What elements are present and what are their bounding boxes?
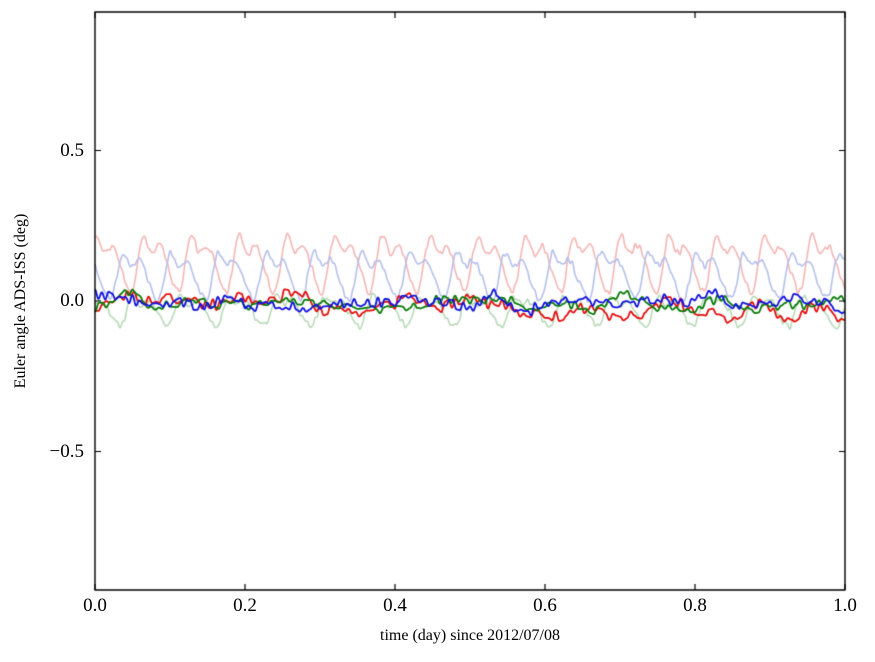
x-tick-label-4: 0.8 [683,595,707,616]
x-tick-label-5: 1.0 [833,595,857,616]
y-tick-label-0: −0.5 [49,441,84,462]
x-tick-label-1: 0.2 [233,595,257,616]
x-tick-label-3: 0.6 [533,595,557,616]
x-tick-label-0: 0.0 [83,595,107,616]
x-axis-label: time (day) since 2012/07/08 [380,627,560,644]
y-tick-label-2: 0.5 [60,140,84,161]
x-tick-label-2: 0.4 [383,595,407,616]
y-tick-label-1: 0.0 [60,290,84,311]
